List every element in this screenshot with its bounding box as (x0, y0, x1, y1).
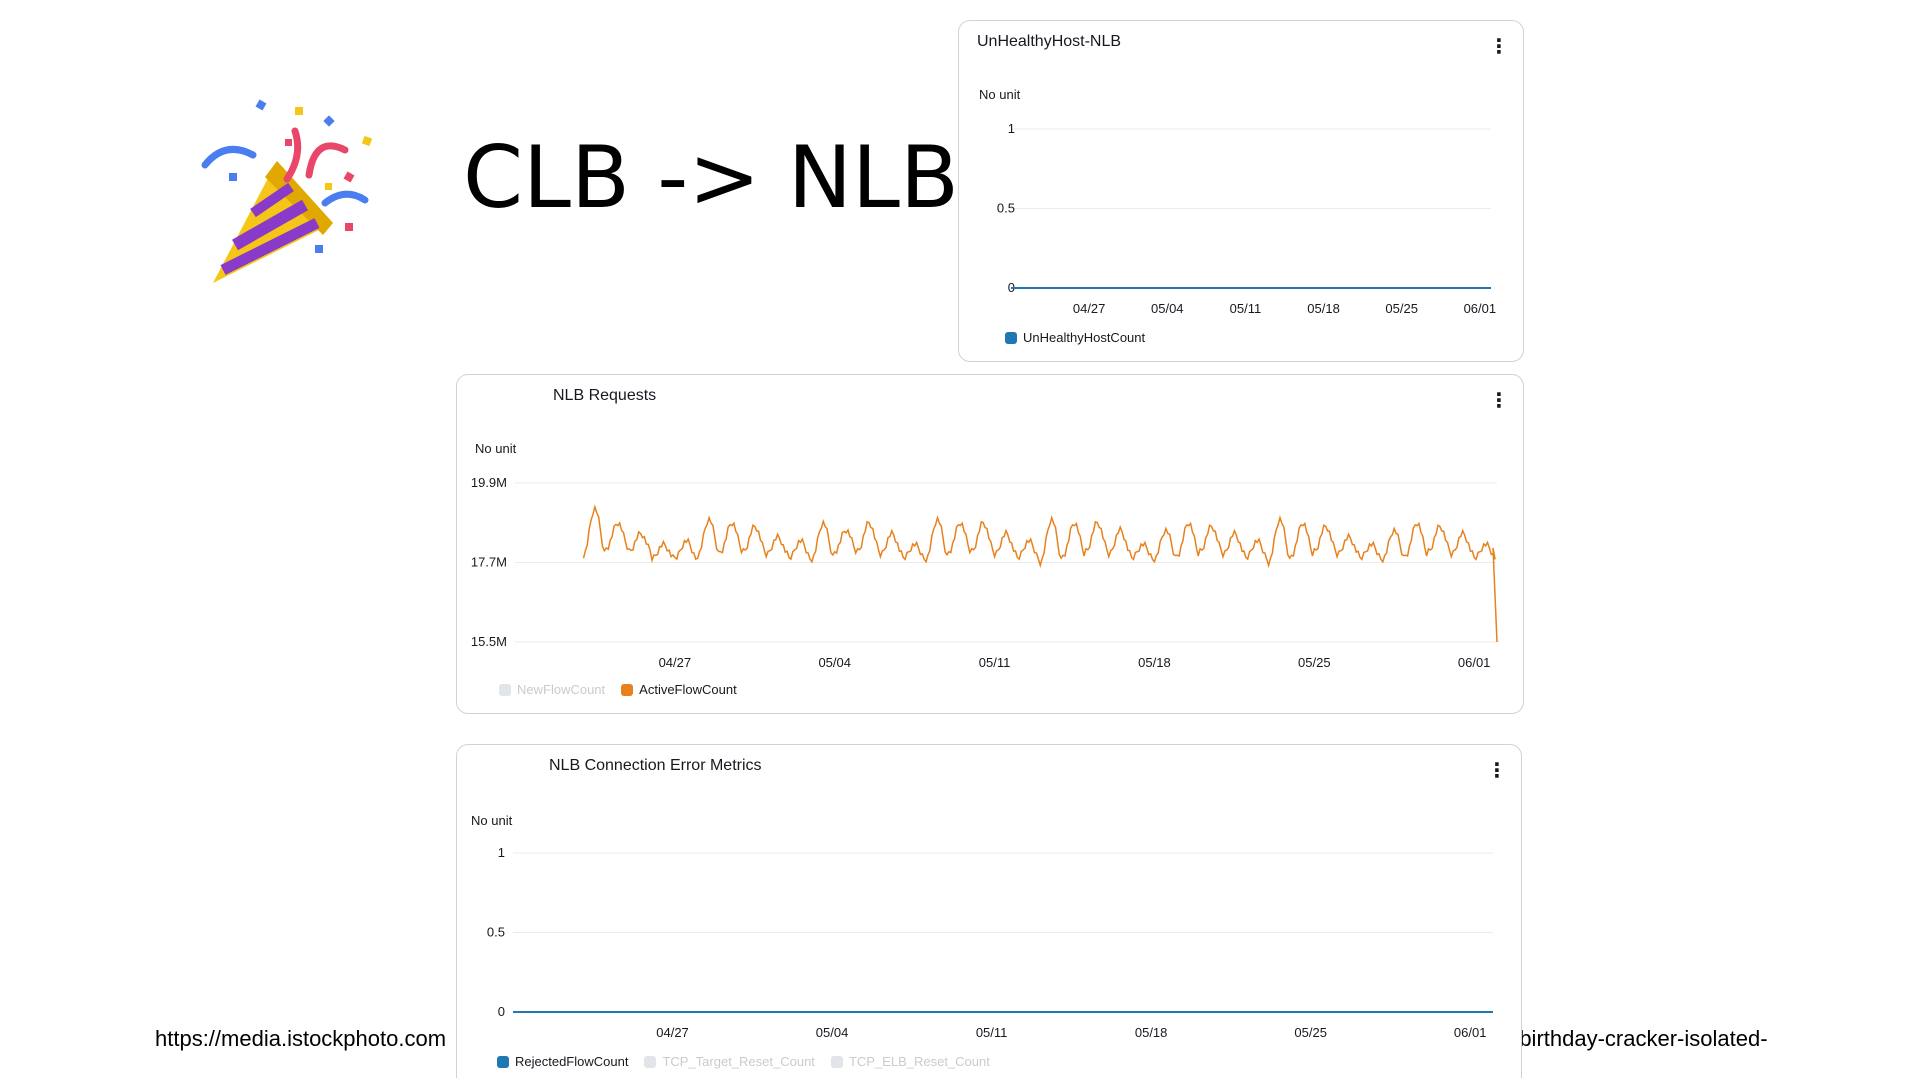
legend-swatch (621, 683, 634, 696)
legend-label: ActiveFlowCount (639, 682, 737, 697)
legend-swatch (1005, 331, 1017, 344)
legend-swatch (830, 1055, 843, 1068)
y-tick-label: 1 (498, 845, 505, 860)
x-tick-label: 06/01 (1454, 1025, 1487, 1040)
legend-item-tcp_elb_reset_count[interactable]: TCP_ELB_Reset_Count (830, 1054, 990, 1069)
x-tick-label: 05/25 (1385, 301, 1418, 316)
nlb-connection-error-panel: NLB Connection Error Metrics ⋮ No unit 1… (456, 744, 1522, 1078)
panel-title: NLB Connection Error Metrics (549, 757, 762, 774)
chart-legend: RejectedFlowCount TCP_Target_Reset_Count T… (497, 1054, 990, 1069)
legend-label: NewFlowCount (517, 682, 606, 697)
x-tick-label: 05/18 (1135, 1025, 1168, 1040)
legend-label: TCP_Target_Reset_Count (662, 1054, 815, 1069)
legend-item-unhealthyhostcount[interactable]: UnHealthyHostCount (1005, 330, 1145, 345)
legend-swatch (644, 1055, 657, 1068)
x-tick-label: 05/25 (1294, 1025, 1327, 1040)
legend-item-tcp_target_reset_count[interactable]: TCP_Target_Reset_Count (644, 1054, 815, 1069)
y-unit-label: No unit (979, 87, 1021, 102)
unhealthy-host-panel: UnHealthyHost-NLB ⋮ No unit 1 0.5 0 04/27 05… (958, 20, 1524, 362)
panel-title: NLB Requests (553, 387, 657, 404)
legend-swatch (497, 1055, 509, 1068)
kebab-menu-icon[interactable]: ⋮ (1489, 36, 1509, 58)
legend-item-newflowcount[interactable]: NewFlowCount (499, 682, 605, 697)
y-unit-label: No unit (475, 441, 517, 456)
x-tick-label: 05/04 (1151, 301, 1184, 316)
footnote-source-left: https://media.istockphoto.com (155, 1026, 447, 1051)
x-tick-label: 06/01 (1464, 301, 1497, 316)
x-tick-label: 04/27 (1073, 301, 1106, 316)
y-tick-label: 1 (1008, 121, 1015, 136)
series-line-activeflowcount (582, 504, 1498, 643)
x-tick-label: 06/01 (1458, 655, 1491, 670)
x-tick-label: 04/27 (659, 655, 692, 670)
legend-label: TCP_ELB_Reset_Count (848, 1054, 990, 1069)
legend-item-rejectedflowcount[interactable]: RejectedFlowCount (497, 1054, 628, 1069)
x-tick-label: 05/25 (1298, 655, 1331, 670)
x-tick-label: 05/04 (818, 655, 851, 670)
legend-item-activeflowcount[interactable]: ActiveFlowCount (621, 682, 737, 697)
x-tick-label: 05/11 (979, 655, 1011, 670)
panel-title: UnHealthyHost-NLB (977, 33, 1122, 50)
nlb-requests-chart: 19.9M 17.7M 15.5M 04/27 05/04 05/11 05/18 05/25… (471, 475, 1498, 670)
x-tick-label: 05/11 (976, 1025, 1008, 1040)
y-tick-label: 19.9M (471, 475, 507, 490)
legend-label: UnHealthyHostCount (1023, 330, 1146, 345)
legend-label: RejectedFlowCount (515, 1054, 629, 1069)
nlb-connection-error-chart: 1 0.5 0 04/27 05/04 05/11 05/18 05/25 06/01 (487, 845, 1493, 1040)
y-tick-label: 0 (498, 1004, 505, 1019)
chart-legend: NewFlowCount ActiveFlowCount (499, 682, 737, 697)
nlb-requests-panel: NLB Requests ⋮ No unit 19.9M 17.7M 15.5M 04… (456, 374, 1524, 714)
x-tick-label: 05/18 (1138, 655, 1171, 670)
chart-legend: UnHealthyHostCount (1005, 330, 1145, 345)
x-tick-label: 05/18 (1307, 301, 1340, 316)
y-tick-label: 15.5M (471, 634, 507, 649)
slide-title: CLB -> NLB (463, 128, 959, 228)
party-popper-icon (201, 99, 373, 283)
y-tick-label: 0.5 (997, 201, 1015, 216)
y-unit-label: No unit (471, 813, 513, 828)
y-tick-label: 17.7M (471, 555, 507, 570)
kebab-menu-icon[interactable]: ⋮ (1487, 760, 1507, 782)
legend-swatch (499, 683, 511, 696)
footnote-source-right: -birthday-cracker-isolated- (1512, 1026, 1768, 1051)
x-tick-label: 04/27 (656, 1025, 689, 1040)
x-tick-label: 05/04 (816, 1025, 849, 1040)
y-tick-label: 0.5 (487, 925, 505, 940)
x-tick-label: 05/11 (1230, 301, 1262, 316)
kebab-menu-icon[interactable]: ⋮ (1489, 390, 1509, 412)
